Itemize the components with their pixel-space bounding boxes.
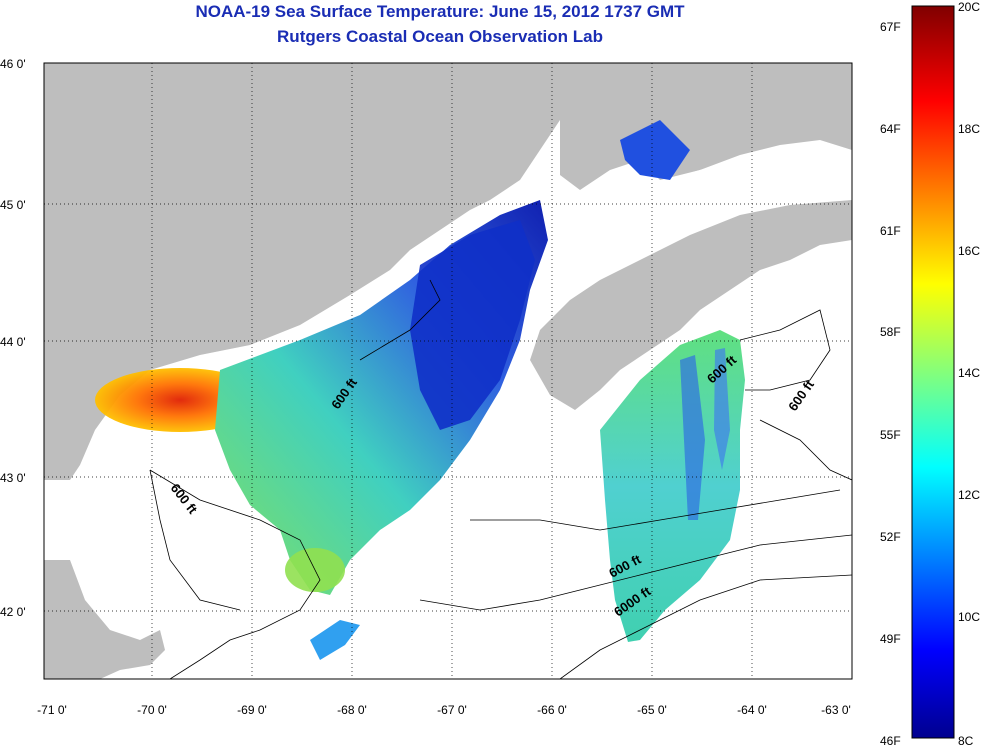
colorbar-f-label: 52F (880, 530, 901, 544)
bay-of-fundy (530, 150, 800, 300)
land-new-england (44, 63, 560, 480)
colorbar-c-label: 14C (958, 366, 980, 380)
colorbar-c-label: 18C (958, 122, 980, 136)
lon-tick-label: -65 0' (637, 703, 667, 717)
colorbar-c-labels: 20C 18C 16C 14C 12C 10C 8C (958, 0, 980, 748)
lon-tick-label: -69 0' (237, 703, 267, 717)
colorbar-c-label: 20C (958, 0, 980, 14)
colorbar-f-labels: 67F 64F 61F 58F 55F 52F 49F 46F (880, 20, 901, 748)
sst-southern-patch (310, 620, 360, 660)
lon-tick-label: -67 0' (437, 703, 467, 717)
lon-axis: -71 0' -70 0' -69 0' -68 0' -67 0' -66 0… (37, 703, 851, 717)
sst-scotian-shelf (600, 330, 745, 642)
colorbar-f-label: 58F (880, 325, 901, 339)
map-title: NOAA-19 Sea Surface Temperature: June 15… (195, 2, 685, 21)
lat-tick-label: 45 0' (0, 198, 26, 212)
colorbar-c-label: 10C (958, 610, 980, 624)
sst-cold-core (410, 220, 535, 430)
colorbar-f-label: 46F (880, 734, 901, 748)
colorbar-c-label: 12C (958, 488, 980, 502)
lat-tick-label: 46 0' (0, 57, 26, 71)
colorbar-f-label: 49F (880, 632, 901, 646)
lon-tick-label: -66 0' (537, 703, 567, 717)
lat-axis: 46 0' 45 0' 44 0' 43 0' 42 0' (0, 57, 26, 619)
colorbar-c-label: 16C (958, 244, 980, 258)
isobath-contours (149, 279, 852, 679)
lon-tick-label: -71 0' (37, 703, 67, 717)
map-border (43, 62, 853, 680)
lon-tick-label: -63 0' (821, 703, 851, 717)
colorbar-f-label: 61F (880, 224, 901, 238)
lat-tick-label: 44 0' (0, 335, 26, 349)
colorbar-f-label: 64F (880, 122, 901, 136)
colorbar-c-label: 8C (958, 734, 974, 748)
colorbar (911, 5, 955, 739)
lat-tick-label: 43 0' (0, 471, 26, 485)
sst-shelf-blue-streak (680, 355, 705, 520)
sst-shelf-blue-streak-2 (714, 348, 730, 470)
lat-tick-label: 42 0' (0, 605, 26, 619)
map-content: 600 ft 600 ft 600 ft 600 ft 600 ft 6000 … (44, 63, 852, 679)
graticule (44, 63, 852, 679)
lon-tick-label: -70 0' (137, 703, 167, 717)
map-subtitle: Rutgers Coastal Ocean Observation Lab (277, 27, 603, 46)
land-cape-cod (44, 560, 165, 679)
colorbar-f-label: 55F (880, 428, 901, 442)
colorbar-f-label: 67F (880, 20, 901, 34)
lon-tick-label: -68 0' (337, 703, 367, 717)
land-nova-scotia (530, 200, 852, 410)
lon-tick-label: -64 0' (737, 703, 767, 717)
sst-bay-patch (620, 120, 690, 180)
